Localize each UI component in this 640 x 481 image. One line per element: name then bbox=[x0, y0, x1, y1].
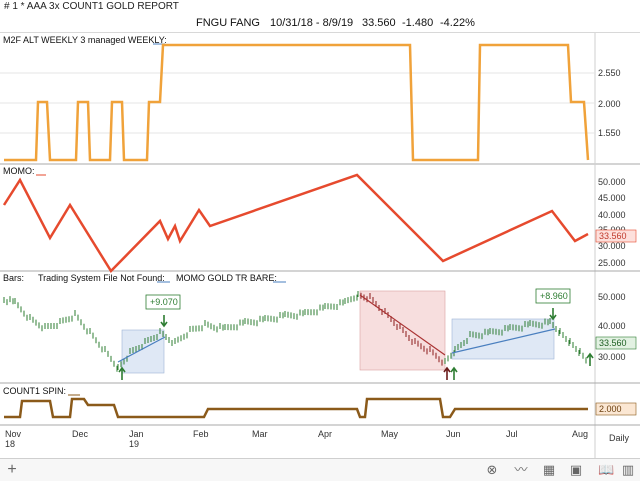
price-change-pct: -4.22% bbox=[440, 17, 475, 29]
last-price: 33.560 bbox=[362, 17, 396, 29]
momo-tick-1: 50.000 bbox=[598, 177, 626, 187]
m2f-tick-3: 1.550 bbox=[598, 128, 621, 138]
system-label: Trading System File Not Found: bbox=[38, 273, 165, 283]
count1-panel: COUNT1 SPIN: 2.000 bbox=[0, 386, 640, 426]
momo-tick-5: 30.000 bbox=[598, 241, 626, 251]
momo-series bbox=[2, 173, 589, 274]
m2f-series bbox=[4, 43, 590, 162]
month-jan: Jan bbox=[129, 429, 144, 439]
quote-header: FNGU FANG 10/31/18 - 8/9/19 33.560 -1.48… bbox=[0, 13, 640, 33]
count1-series bbox=[4, 397, 588, 419]
title-text: # 1 * AAA 3x COUNT1 GOLD REPORT bbox=[4, 1, 179, 12]
grid-icon[interactable]: ▦ bbox=[542, 462, 556, 477]
group: FANG bbox=[230, 17, 260, 29]
add-chart-button[interactable]: + bbox=[7, 461, 17, 478]
month-aug: Aug bbox=[572, 429, 588, 439]
m2f-tick-2: 2.000 bbox=[598, 99, 621, 109]
month-apr: Apr bbox=[318, 429, 332, 439]
bottom-toolbar: + ⊗ 〰 ▦ ▣ 📖 ▥ bbox=[0, 458, 640, 481]
momo-gold-label: MOMO GOLD TR BARE: bbox=[176, 273, 277, 283]
count1-label: COUNT1 SPIN: bbox=[3, 386, 66, 396]
month-jun: Jun bbox=[446, 429, 461, 439]
momo-label: MOMO: bbox=[3, 166, 35, 176]
price-bars bbox=[3, 291, 587, 372]
columns-icon[interactable]: ▥ bbox=[621, 462, 635, 477]
x-axis: Nov 18 Dec Jan 19 Feb Mar Apr May Jun Ju… bbox=[5, 429, 630, 449]
trade-gain-2: +8.960 bbox=[540, 291, 568, 301]
month-dec: Dec bbox=[72, 429, 89, 439]
m2f-panel: M2F ALT WEEKLY 3 managed WEEKLY: 2.550 2… bbox=[0, 33, 640, 458]
bars-current: 33.560 bbox=[599, 338, 627, 348]
m2f-label: M2F ALT WEEKLY 3 managed WEEKLY: bbox=[3, 35, 167, 45]
month-may: May bbox=[381, 429, 399, 439]
momo-tick-2: 45.000 bbox=[598, 193, 626, 203]
bars-tick-2: 40.000 bbox=[598, 321, 626, 331]
symbol[interactable]: FNGU bbox=[196, 17, 228, 29]
momo-current: 33.560 bbox=[599, 231, 627, 241]
m2f-tick-1: 2.550 bbox=[598, 68, 621, 78]
line-chart-icon[interactable]: 〰 bbox=[514, 462, 528, 477]
month-mar: Mar bbox=[252, 429, 268, 439]
month-jul: Jul bbox=[506, 429, 518, 439]
circle-x-icon[interactable]: ⊗ bbox=[486, 462, 498, 477]
momo-tick-6: 25.000 bbox=[598, 258, 626, 268]
bars-panel: Bars: Trading System File Not Found: MOM… bbox=[0, 273, 640, 384]
year-18: 18 bbox=[5, 439, 15, 449]
month-feb: Feb bbox=[193, 429, 209, 439]
trade-gain-1: +9.070 bbox=[150, 297, 178, 307]
count1-current: 2.000 bbox=[599, 404, 622, 414]
bars-tick-3: 30.000 bbox=[598, 352, 626, 362]
year-19: 19 bbox=[129, 439, 139, 449]
momo-tick-3: 40.000 bbox=[598, 210, 626, 220]
chart-area[interactable]: M2F ALT WEEKLY 3 managed WEEKLY: 2.550 2… bbox=[0, 33, 640, 458]
bars-tick-1: 50.000 bbox=[598, 292, 626, 302]
momo-panel: MOMO: 50.000 45.000 40.000 35.000 30.000… bbox=[0, 166, 640, 274]
book-icon[interactable]: 📖 bbox=[598, 462, 615, 477]
period-label[interactable]: Daily bbox=[609, 433, 630, 443]
layout-icon[interactable]: ▣ bbox=[569, 462, 583, 477]
window-title: # 1 * AAA 3x COUNT1 GOLD REPORT bbox=[0, 0, 640, 13]
price-change: -1.480 bbox=[402, 17, 434, 29]
month-nov: Nov bbox=[5, 429, 22, 439]
date-range: 10/31/18 - 8/9/19 bbox=[270, 17, 354, 29]
bars-label: Bars: bbox=[3, 273, 24, 283]
